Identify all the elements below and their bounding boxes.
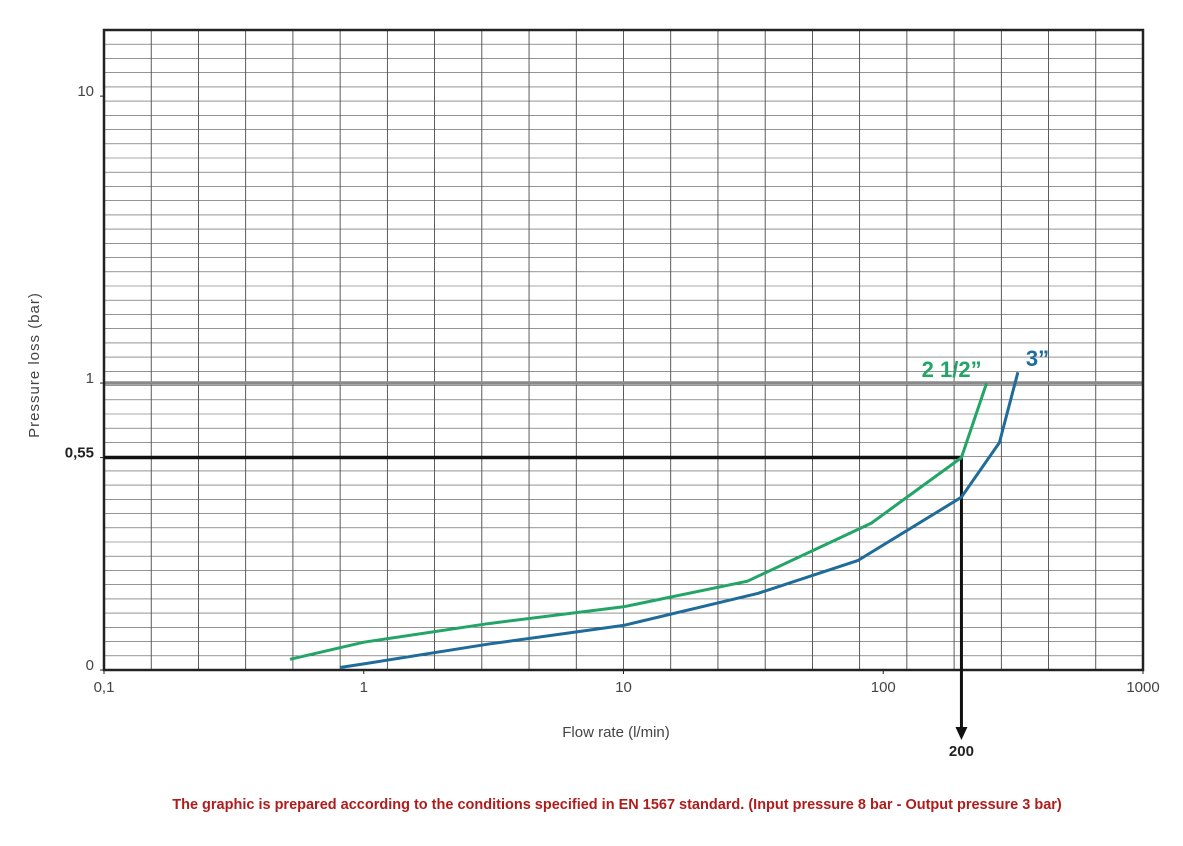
y-tick-label: 10: [77, 83, 94, 100]
arrow-head: [955, 727, 968, 740]
grid: [104, 30, 1143, 670]
x-tick-label: 100: [871, 679, 896, 696]
y-tick-label: 0: [86, 657, 94, 674]
series-label: 2 1/2”: [922, 357, 982, 382]
series-line: [339, 371, 1020, 669]
series-label: 3”: [1026, 346, 1049, 371]
y-axis-title: Pressure loss (bar): [26, 292, 43, 438]
x-tick-label: 0,1: [94, 679, 115, 696]
y-tick-label: 1: [86, 370, 94, 387]
x-axis-title: Flow rate (l/min): [562, 724, 670, 741]
footnote: The graphic is prepared according to the…: [172, 797, 1062, 813]
x-tick-label: 1: [360, 679, 368, 696]
x-tick-label: 10: [615, 679, 632, 696]
y-tick-label: 0,55: [65, 445, 94, 462]
series-line: [289, 382, 989, 661]
x-tick-label: 1000: [1126, 679, 1159, 696]
reference-label: 200: [949, 743, 974, 760]
